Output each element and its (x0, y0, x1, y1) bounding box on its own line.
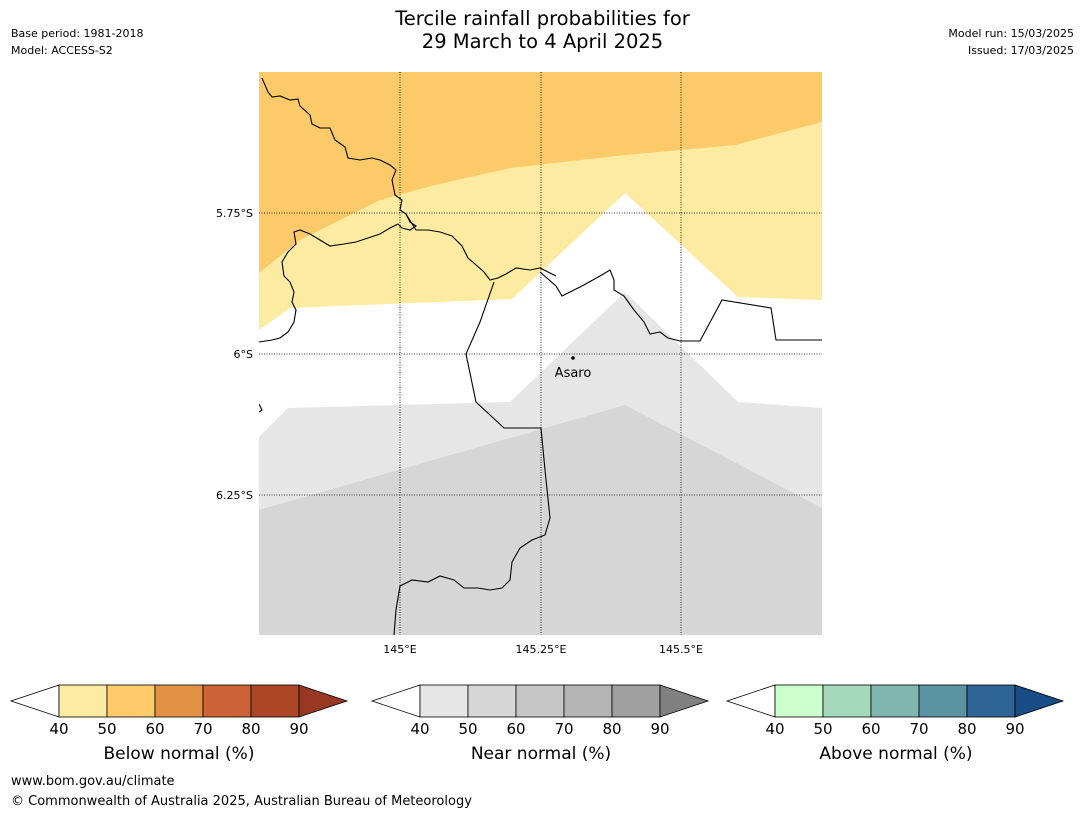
near-normal-over-extension (659, 684, 710, 718)
above-normal-under-extension (725, 684, 776, 718)
model-run-text: Model run: 15/03/2025 (948, 27, 1074, 40)
near-normal-tick-label: 40 (410, 720, 429, 738)
boundary-line (259, 403, 263, 413)
province-boundaries (259, 77, 822, 635)
issued-text: Issued: 17/03/2025 (967, 44, 1074, 57)
near-normal-color-cell (515, 684, 565, 718)
legend-title-above-normal: Above normal (%) (819, 744, 973, 764)
near-normal-color-cell (467, 684, 517, 718)
below-normal-color-cell (58, 684, 108, 718)
boundary-line (405, 213, 557, 281)
legend-near-normal: 40 50 60 70 80 90 (370, 684, 710, 738)
model-text: Model: ACCESS-S2 (11, 44, 113, 57)
above-normal-color-cell (918, 684, 968, 718)
near-normal-under-extension (370, 684, 421, 718)
below-normal-tick-label: 90 (289, 720, 308, 738)
lon-label-145-25e: 145.25°E (516, 643, 567, 656)
probability-map: Asaro 5.75°S 6°S 6.25°S 145°E 145.25°E 1… (216, 72, 822, 656)
map-area (259, 72, 822, 635)
below-normal-color-cell (202, 684, 252, 718)
near-normal-tick-label: 90 (650, 720, 669, 738)
below-normal-tick-label: 50 (97, 720, 116, 738)
below-normal-under-extension (9, 684, 60, 718)
lat-label-6-25s: 6.25°S (216, 489, 253, 502)
legend-above-normal: 40 50 60 70 80 90 (725, 684, 1065, 738)
below-normal-color-cell (154, 684, 204, 718)
boundary-line (393, 281, 551, 635)
above-normal-tick-label: 90 (1005, 720, 1024, 738)
title-line-2: 29 March to 4 April 2025 (421, 30, 664, 53)
near-normal-tick-label: 80 (602, 720, 621, 738)
lon-label-145e: 145°E (383, 643, 416, 656)
near-normal-tick-label: 50 (458, 720, 477, 738)
lat-label-5-75s: 5.75°S (216, 207, 253, 220)
above-normal-over-extension (1014, 684, 1065, 718)
legend-below-normal: 40 50 60 70 80 90 (9, 684, 349, 738)
lon-label-145-5e: 145.5°E (659, 643, 703, 656)
map-title: Tercile rainfall probabilities for 29 Ma… (0, 7, 1085, 53)
title-line-1: Tercile rainfall probabilities for (395, 7, 690, 30)
asaro-label: Asaro (555, 366, 592, 381)
near-normal-color-cell (563, 684, 613, 718)
above-normal-color-cell (870, 684, 920, 718)
below-normal-color-cell (106, 684, 156, 718)
metadata-right: Model run: 15/03/2025 Issued: 17/03/2025 (948, 25, 1074, 59)
above-normal-color-cell (822, 684, 872, 718)
near-normal-color-cell (611, 684, 661, 718)
below-normal-tick-label: 80 (241, 720, 260, 738)
above-normal-tick-label: 40 (765, 720, 784, 738)
below-normal-color-cell (250, 684, 300, 718)
near-normal-tick-label: 60 (506, 720, 525, 738)
below-normal-tick-label: 40 (49, 720, 68, 738)
metadata-left: Base period: 1981-2018 Model: ACCESS-S2 (11, 25, 143, 59)
above-normal-tick-label: 60 (861, 720, 880, 738)
base-period-text: Base period: 1981-2018 (11, 27, 144, 40)
above-normal-color-cell (966, 684, 1016, 718)
below-normal-tick-label: 70 (193, 720, 212, 738)
above-normal-color-cell (774, 684, 824, 718)
near-normal-tick-label: 70 (554, 720, 573, 738)
above-normal-tick-label: 50 (813, 720, 832, 738)
legend-title-below-normal: Below normal (%) (103, 744, 255, 764)
legend-title-near-normal: Near normal (%) (470, 744, 612, 764)
above-normal-tick-label: 80 (957, 720, 976, 738)
below-normal-tick-label: 60 (145, 720, 164, 738)
below-normal-over-extension (298, 684, 349, 718)
footer-copyright: © Commonwealth of Australia 2025, Austra… (11, 794, 472, 809)
boundary-line (539, 269, 822, 342)
boundary-line (259, 77, 417, 343)
above-normal-tick-label: 70 (909, 720, 928, 738)
near-normal-color-cell (419, 684, 469, 718)
lat-label-6s: 6°S (234, 348, 253, 361)
asaro-marker (571, 356, 575, 360)
footer-url: www.bom.gov.au/climate (11, 774, 175, 789)
